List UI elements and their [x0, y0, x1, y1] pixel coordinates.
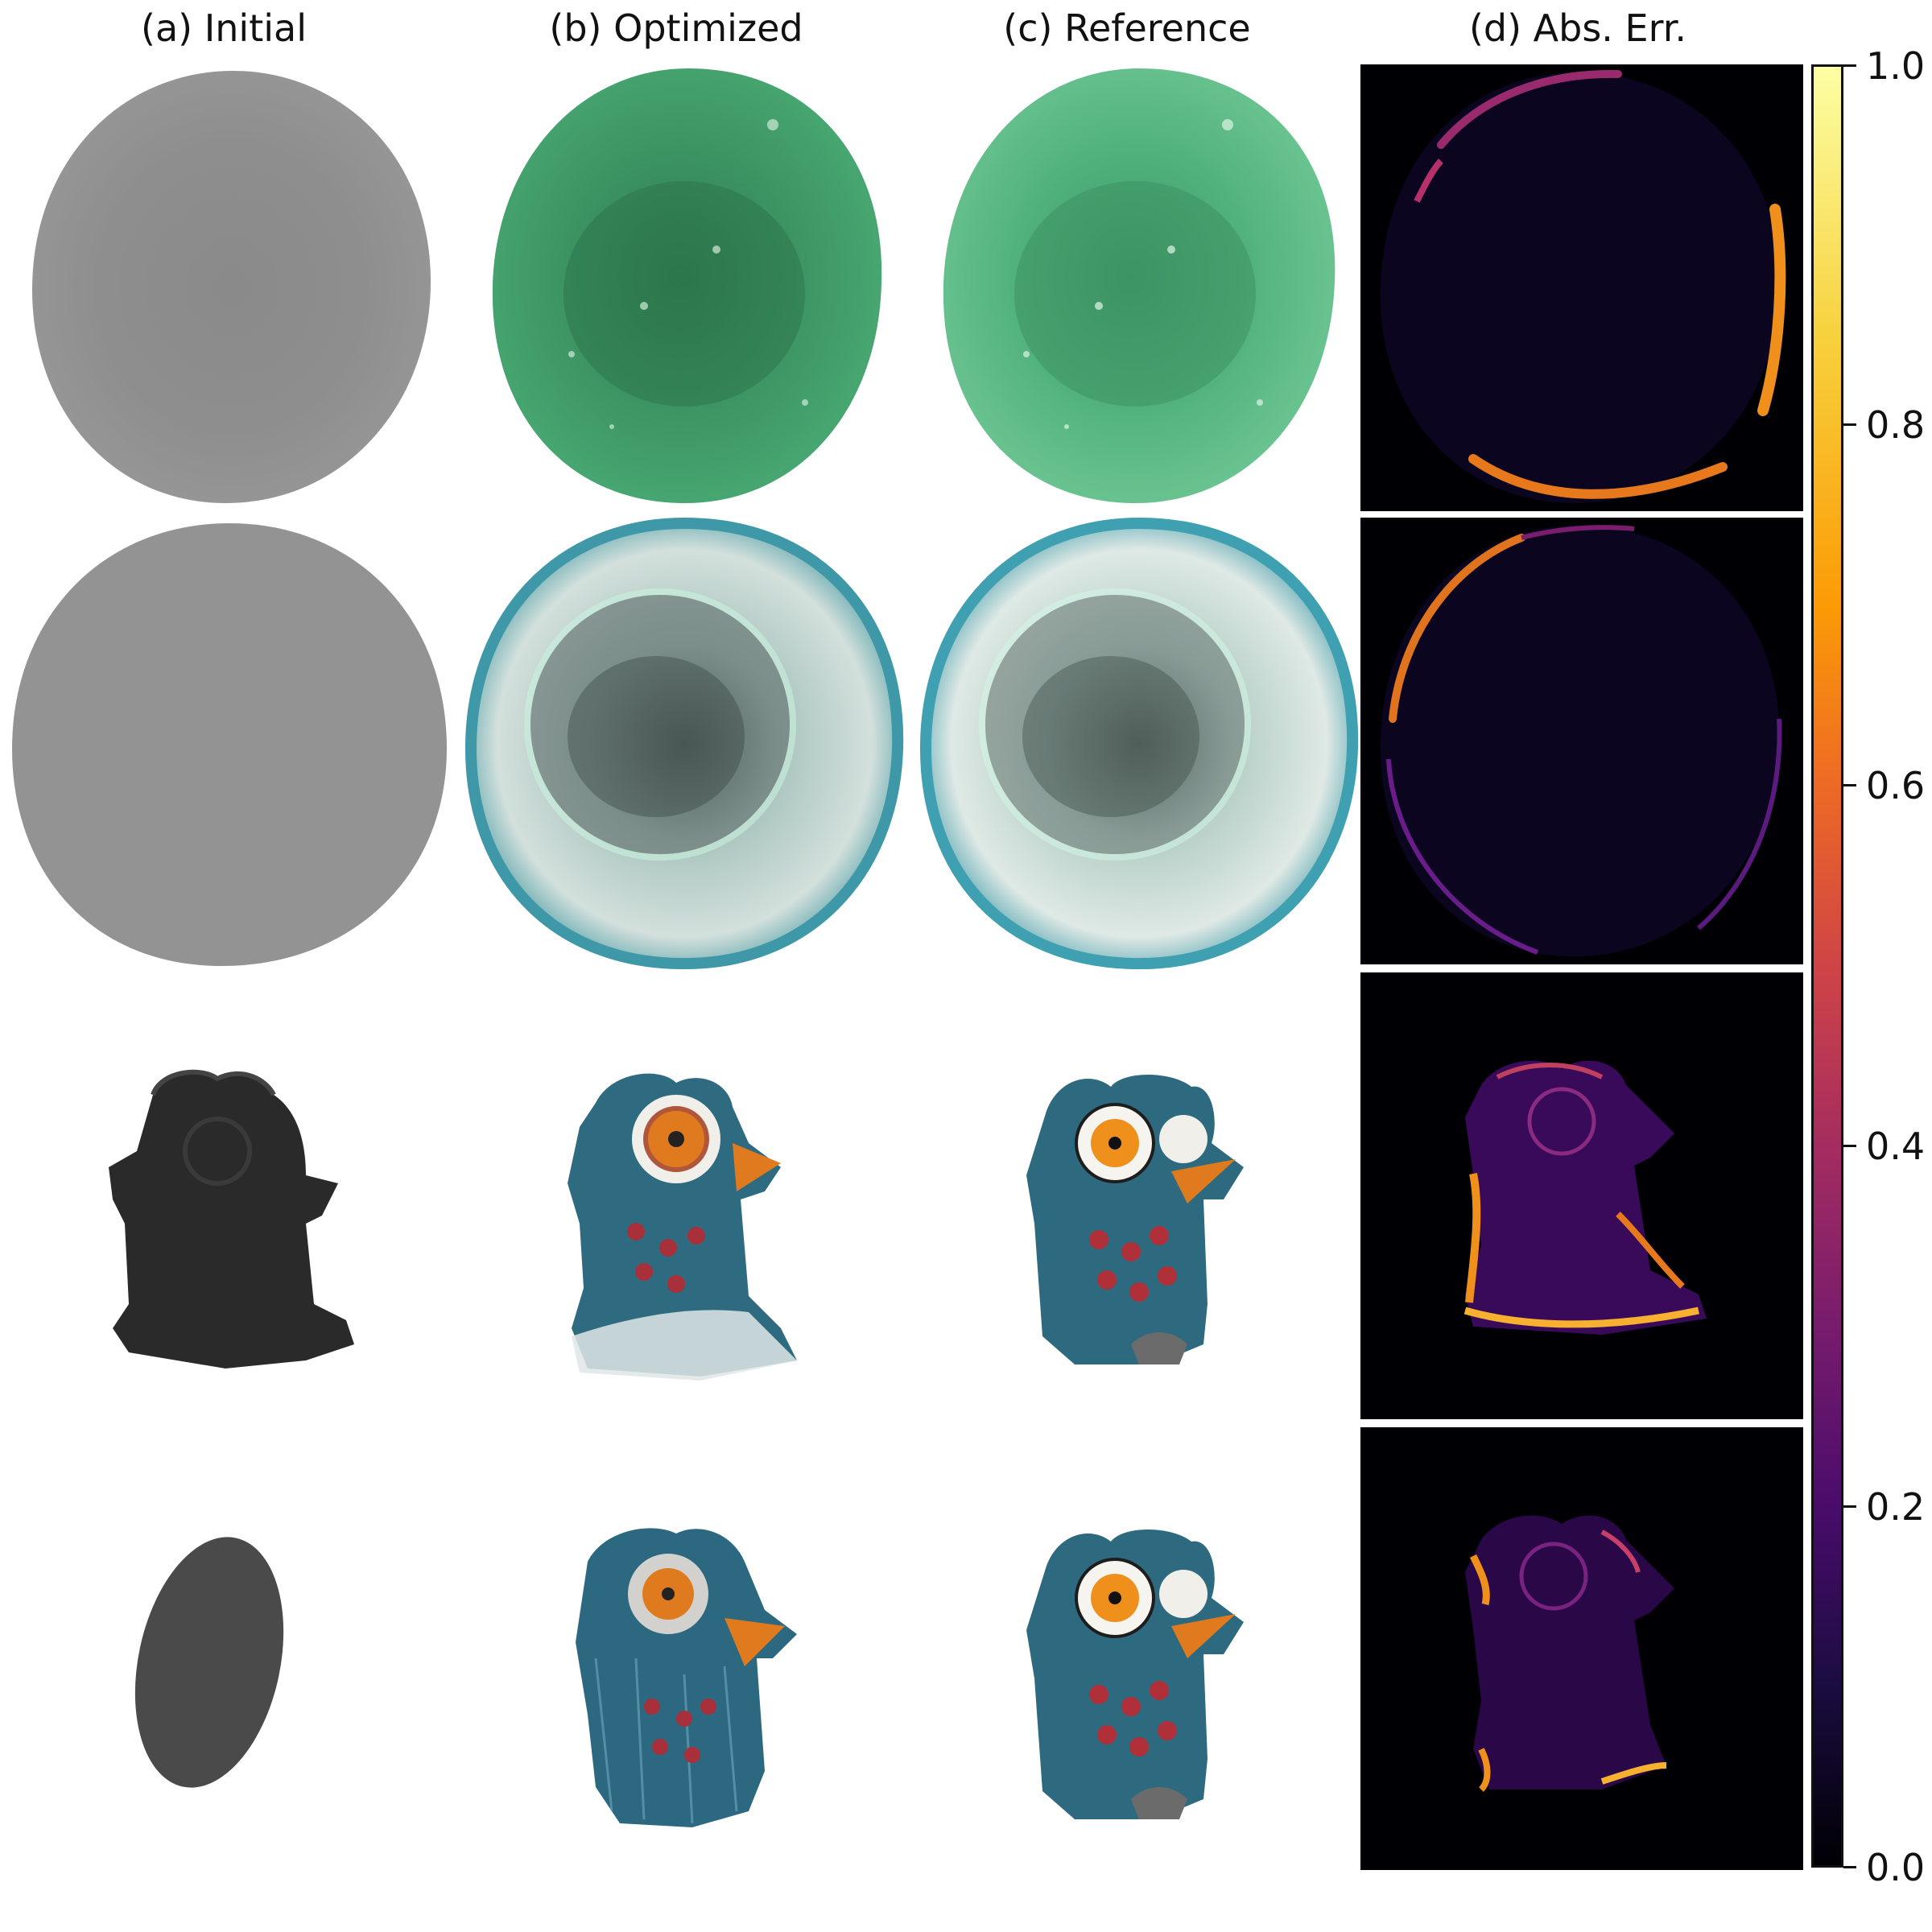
colorbar-tick-label: 1.0 — [1866, 44, 1926, 88]
row2-error-map — [1360, 518, 1803, 964]
row4-reference-image — [1026, 1530, 1244, 1819]
colorbar-tick-label: 0.6 — [1866, 764, 1926, 807]
colorbar-tick — [1843, 423, 1856, 426]
row2-initial-image — [12, 523, 447, 966]
row1-reference-image — [943, 68, 1335, 504]
row3-reference-image — [1026, 1075, 1244, 1364]
row1-optimized-image — [492, 68, 882, 504]
row1-error-map — [1360, 64, 1803, 511]
colorbar-tick-label: 0.8 — [1866, 403, 1926, 447]
colorbar — [1811, 64, 1843, 1868]
row2-optimized-image — [464, 517, 904, 970]
column-title-abs-err: (d) Abs. Err. — [1468, 6, 1687, 50]
colorbar-tick-label: 0.4 — [1866, 1125, 1926, 1168]
column-title-initial: (a) Initial — [141, 6, 307, 50]
row3-error-map — [1360, 972, 1803, 1419]
row4-initial-image — [134, 1537, 284, 1788]
row4-optimized-image — [576, 1528, 797, 1827]
colorbar-tick-label: 0.2 — [1866, 1485, 1926, 1529]
row4-error-map — [1360, 1427, 1803, 1870]
colorbar-tick — [1843, 1145, 1856, 1147]
colorbar-tick-label: 0.0 — [1866, 1846, 1926, 1889]
row3-initial-image — [109, 1069, 354, 1368]
row3-optimized-image — [568, 1073, 797, 1381]
colorbar-tick — [1843, 64, 1856, 67]
row1-initial-image — [32, 71, 431, 503]
column-title-reference: (c) Reference — [1003, 6, 1251, 50]
colorbar-tick — [1843, 1505, 1856, 1508]
row2-reference-image — [919, 517, 1359, 970]
column-title-optimized: (b) Optimized — [549, 6, 803, 50]
colorbar-tick — [1843, 1866, 1856, 1868]
colorbar-tick — [1843, 784, 1856, 786]
